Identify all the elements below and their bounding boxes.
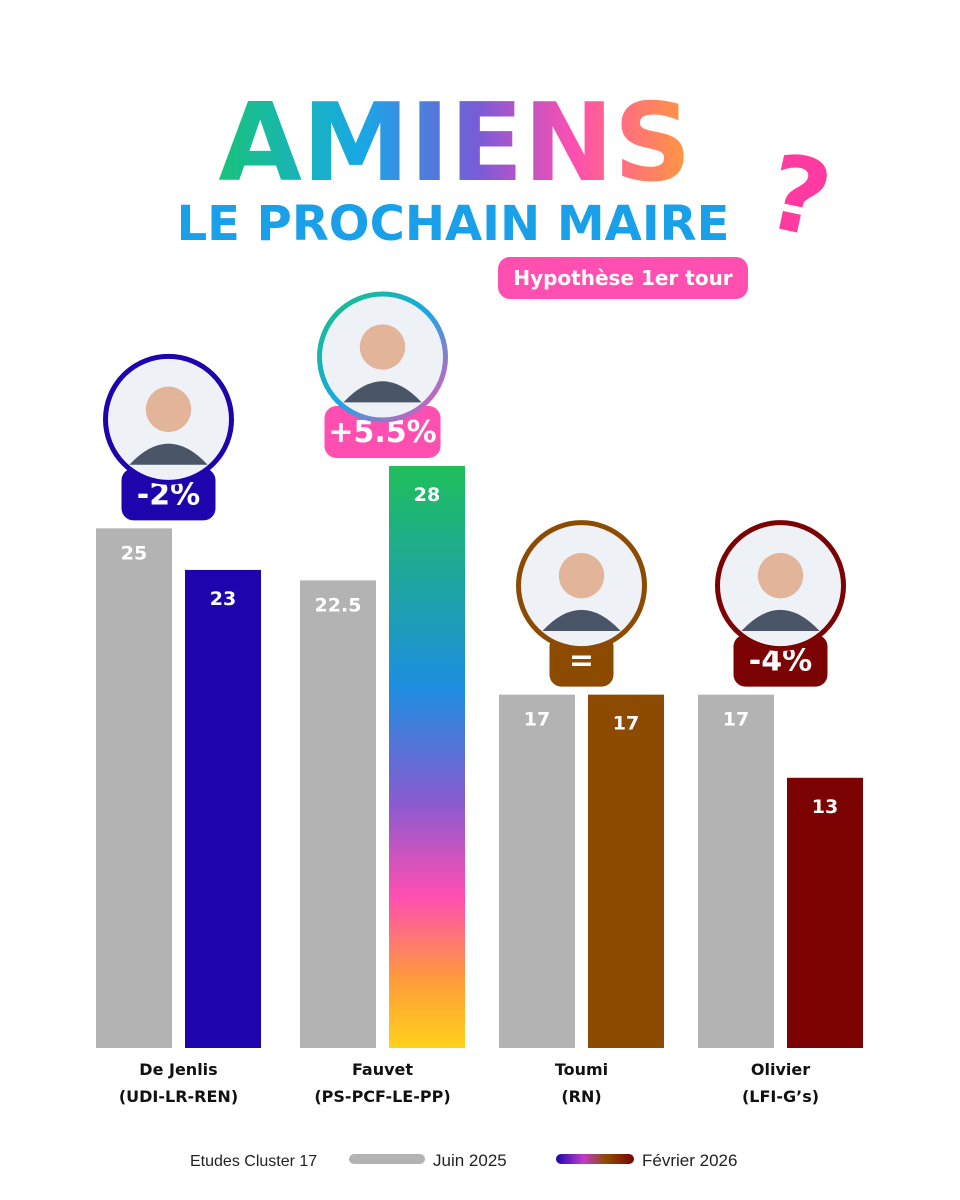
bar-fevrier-2026	[787, 777, 863, 1048]
avatar-shoulders-icon	[129, 443, 208, 465]
source-label: Etudes Cluster 17	[190, 1153, 317, 1170]
data-label-fevrier: 17	[613, 713, 639, 735]
subtitle-pill	[498, 257, 748, 299]
change-badge	[324, 406, 441, 458]
change-badge	[121, 468, 216, 521]
bar-juin-2025	[499, 694, 575, 1048]
bar-juin-2025	[96, 528, 172, 1048]
candidate-name: Fauvet	[352, 1060, 413, 1079]
chart-title-line1: AMIENS	[218, 81, 691, 206]
data-label-fevrier: 28	[414, 484, 440, 506]
data-label-juin: 22.5	[315, 594, 362, 616]
data-label-fevrier: 23	[210, 588, 236, 610]
candidate-name: De Jenlis	[139, 1060, 217, 1079]
candidate-party: (PS-PCF-LE-PP)	[314, 1087, 450, 1106]
bar-fevrier-2026	[588, 694, 664, 1048]
bar-juin-2025	[698, 694, 774, 1048]
legend-swatch-juin	[349, 1154, 425, 1164]
avatar-shoulders-icon	[542, 609, 621, 632]
avatar-head-icon	[757, 552, 804, 599]
candidate-party: (RN)	[561, 1087, 601, 1106]
data-label-juin: 25	[121, 542, 147, 564]
bar-fevrier-2026	[185, 569, 261, 1048]
legend-swatch-fevrier	[556, 1154, 634, 1164]
avatar-shoulders-icon	[343, 381, 422, 403]
data-label-juin: 17	[524, 709, 550, 731]
chart-subtitle: Hypothèse 1er tour	[513, 266, 732, 290]
data-label-juin: 17	[723, 709, 749, 731]
legend-label-fevrier: Février 2026	[642, 1151, 737, 1170]
bar-juin-2025	[300, 580, 376, 1048]
data-label-fevrier: 13	[812, 796, 838, 818]
candidate-name: Toumi	[555, 1060, 608, 1079]
avatar-head-icon	[145, 386, 192, 433]
candidate-name: Olivier	[751, 1060, 810, 1079]
title-question-mark: ?	[757, 130, 841, 262]
candidate-party: (LFI-G’s)	[742, 1087, 819, 1106]
legend-label-juin: Juin 2025	[433, 1151, 507, 1170]
bar-fevrier-2026	[389, 466, 465, 1048]
change-badge	[733, 634, 828, 687]
avatar-shoulders-icon	[741, 609, 820, 632]
avatar-head-icon	[359, 324, 406, 370]
candidate-party: (UDI-LR-REN)	[119, 1087, 238, 1106]
avatar-head-icon	[558, 552, 605, 599]
chart-title-line2: LE PROCHAIN MAIRE	[177, 196, 730, 252]
